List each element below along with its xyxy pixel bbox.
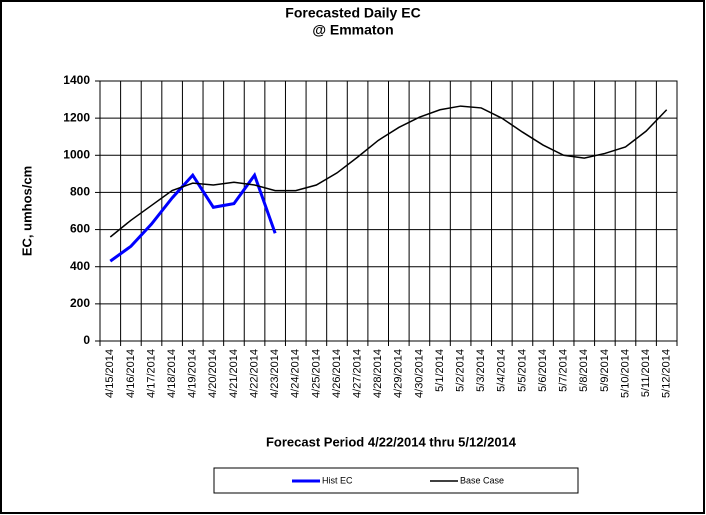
x-tick-label: 4/29/2014 bbox=[393, 349, 405, 398]
y-tick-label: 800 bbox=[70, 185, 90, 199]
y-tick-label: 200 bbox=[70, 296, 90, 310]
y-tick-label: 600 bbox=[70, 222, 90, 236]
x-tick-label: 5/5/2014 bbox=[516, 349, 528, 392]
x-tick-label: 4/22/2014 bbox=[248, 349, 260, 398]
chart-title: Forecasted Daily EC bbox=[285, 5, 420, 21]
x-tick-label: 4/17/2014 bbox=[145, 349, 157, 398]
x-tick-label: 4/16/2014 bbox=[125, 349, 137, 398]
x-tick-label: 4/25/2014 bbox=[310, 349, 322, 398]
x-tick-label: 4/24/2014 bbox=[290, 349, 302, 398]
x-tick-label: 4/26/2014 bbox=[331, 349, 343, 398]
x-tick-label: 4/23/2014 bbox=[269, 349, 281, 398]
x-tick-label: 5/12/2014 bbox=[661, 349, 673, 398]
y-tick-label: 400 bbox=[70, 259, 90, 273]
x-tick-label: 4/20/2014 bbox=[207, 349, 219, 398]
legend-box bbox=[213, 467, 579, 494]
x-tick-label: 4/18/2014 bbox=[166, 349, 178, 398]
legend-label: Base Case bbox=[460, 475, 504, 485]
y-tick-label: 0 bbox=[83, 333, 90, 347]
x-tick-label: 4/19/2014 bbox=[187, 349, 199, 398]
y-tick-label: 1000 bbox=[63, 147, 90, 161]
x-tick-label: 4/27/2014 bbox=[351, 349, 363, 398]
x-tick-label: 5/8/2014 bbox=[578, 349, 590, 392]
series-line bbox=[109, 105, 668, 238]
legend-label: Hist EC bbox=[322, 475, 353, 485]
x-tick-label: 5/7/2014 bbox=[558, 349, 570, 392]
x-tick-label: 4/15/2014 bbox=[104, 349, 116, 398]
x-tick-label: 5/9/2014 bbox=[599, 349, 611, 392]
x-tick-label: 4/30/2014 bbox=[413, 349, 425, 398]
x-tick-label: 5/1/2014 bbox=[434, 349, 446, 392]
y-axis-label: EC, umhos/cm bbox=[19, 166, 34, 256]
y-tick-label: 1400 bbox=[63, 73, 90, 87]
x-axis-label: Forecast Period 4/22/2014 thru 5/12/2014 bbox=[266, 434, 517, 449]
x-tick-label: 5/11/2014 bbox=[640, 349, 652, 397]
x-tick-label: 4/21/2014 bbox=[228, 349, 240, 398]
x-tick-label: 5/6/2014 bbox=[537, 349, 549, 392]
chart-subtitle: @ Emmaton bbox=[312, 22, 393, 38]
x-tick-label: 5/4/2014 bbox=[496, 349, 508, 392]
x-tick-label: 5/2/2014 bbox=[455, 349, 467, 392]
x-tick-label: 5/10/2014 bbox=[619, 349, 631, 398]
y-tick-label: 1200 bbox=[63, 110, 90, 124]
x-tick-label: 5/3/2014 bbox=[475, 349, 487, 392]
x-tick-label: 4/28/2014 bbox=[372, 349, 384, 398]
